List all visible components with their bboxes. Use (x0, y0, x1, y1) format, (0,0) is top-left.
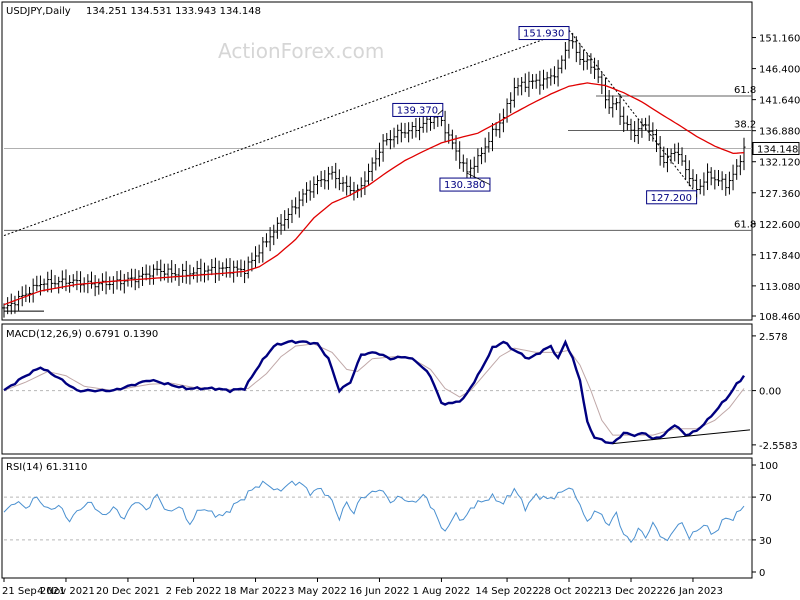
x-tick-label: 4 Nov 2021 (37, 586, 95, 597)
price-y-tick-label: 141.640 (759, 96, 800, 107)
down-trendline (568, 29, 698, 195)
rsi-y-tick-label: 30 (759, 536, 772, 547)
price-y-tick-label: 108.460 (759, 312, 800, 323)
rsi-panel-frame (1, 457, 753, 579)
rsi-layer (3, 480, 752, 544)
current-price-tag (752, 141, 800, 155)
axis-layer: 151.160 146.400 141.640 136.880 132.120 127.3… (2, 34, 800, 597)
x-tick-label: 16 Jun 2022 (349, 586, 409, 597)
x-tick-label: 14 Sep 2022 (475, 586, 538, 597)
x-tick-label: 1 Aug 2022 (413, 586, 471, 597)
watermark: ActionForex.com (218, 39, 384, 63)
macd-divergence-line (612, 429, 751, 445)
macd-layer (3, 339, 752, 445)
macd-title: MACD(12,26,9) 0.6791 0.1390 (6, 329, 158, 340)
x-tick-label: 26 Jan 2023 (663, 586, 723, 597)
price-annotation-label: 130.380 (444, 180, 485, 191)
rsi-title: RSI(14) 61.3110 (6, 462, 87, 473)
price-y-tick-label: 132.120 (759, 158, 800, 169)
price-annotation-leader (466, 172, 491, 185)
price-layer: 61.8 38.2 61.8 151.930 139.370 130.380 127.200 (2, 26, 756, 318)
x-tick-label: 2 Feb 2022 (166, 586, 222, 597)
fib-level-label: 61.8 (734, 219, 756, 230)
price-annotation-label: 139.370 (397, 105, 438, 116)
x-tick-label: 20 Dec 2021 (96, 586, 160, 597)
price-y-tick-label: 117.840 (759, 251, 800, 262)
rsi-y-tick-label: 70 (759, 493, 772, 504)
long-trendline (3, 29, 570, 237)
price-annotation-label: 151.930 (523, 29, 564, 40)
macd-y-tick-label: 0.00 (759, 387, 781, 398)
x-tick-label: 28 Oct 2022 (538, 586, 600, 597)
rsi-y-tick-label: 100 (759, 461, 778, 472)
macd-y-tick-label: -2.5583 (759, 441, 798, 452)
price-y-tick-label: 127.360 (759, 189, 800, 200)
price-y-tick-label: 122.600 (759, 220, 800, 231)
macd-y-tick-label: 2.578 (759, 332, 788, 343)
x-tick-label: 13 Dec 2022 (599, 586, 663, 597)
price-y-tick-label: 113.080 (759, 282, 800, 293)
ohlc-label: 134.251 134.531 133.943 134.148 (86, 6, 261, 17)
price-annotation-label: 127.200 (651, 193, 692, 204)
symbol-label: USDJPY,Daily (6, 6, 71, 17)
x-tick-label: 18 Mar 2022 (224, 586, 287, 597)
x-tick-label: 3 May 2022 (288, 586, 347, 597)
price-y-tick-label: 151.160 (759, 34, 800, 45)
macd-line (3, 339, 746, 445)
price-y-tick-label: 136.880 (759, 127, 800, 138)
fib-level-label: 61.8 (734, 85, 756, 96)
moving-average-line (3, 82, 745, 306)
macd-panel-frame (1, 323, 753, 455)
rsi-line (3, 480, 745, 544)
price-annotation-leader (437, 109, 444, 115)
rsi-y-tick-label: 0 (759, 568, 765, 579)
price-y-tick-label: 146.400 (759, 65, 800, 76)
current-price-value: 134.148 (757, 144, 798, 155)
fib-level-label: 38.2 (734, 120, 756, 131)
x-tick-label: 21 Sep 2021 (2, 586, 65, 597)
price-panel-frame (1, 1, 753, 321)
